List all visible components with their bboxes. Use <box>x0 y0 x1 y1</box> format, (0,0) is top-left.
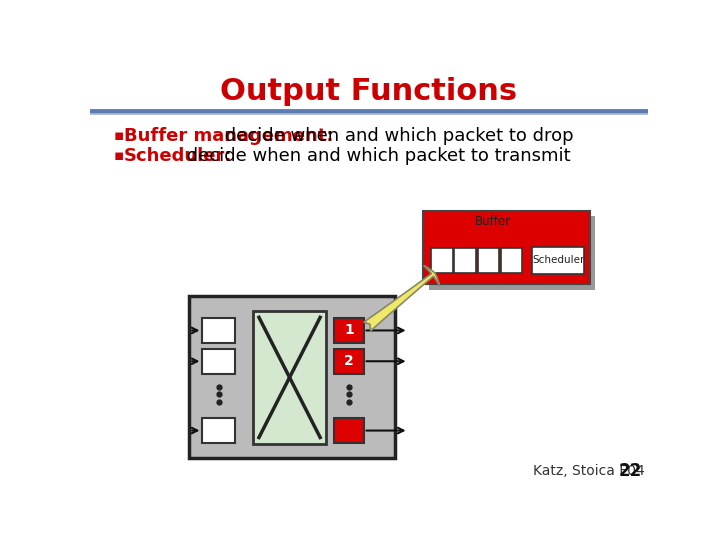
Bar <box>334 418 364 443</box>
Text: Output Functions: Output Functions <box>220 77 518 106</box>
Bar <box>477 248 499 273</box>
Bar <box>532 247 585 274</box>
Text: Scheduler: Scheduler <box>532 255 585 265</box>
Bar <box>253 311 326 444</box>
Bar <box>500 248 523 273</box>
Text: Buffer: Buffer <box>475 215 511 228</box>
Text: decide when and which packet to drop: decide when and which packet to drop <box>219 127 573 145</box>
Bar <box>189 296 395 457</box>
Bar <box>454 248 476 273</box>
Bar <box>202 318 235 343</box>
Text: 1: 1 <box>344 323 354 338</box>
Text: 2: 2 <box>344 354 354 368</box>
Text: Scheduler:: Scheduler: <box>124 147 233 165</box>
Bar <box>334 349 364 374</box>
Text: decide when and which packet to transmit: decide when and which packet to transmit <box>181 147 571 165</box>
Bar <box>428 217 595 289</box>
Text: ▪: ▪ <box>113 148 124 163</box>
Bar <box>202 418 235 443</box>
Bar <box>202 349 235 374</box>
Bar <box>431 248 453 273</box>
Bar <box>423 211 590 284</box>
Text: 22: 22 <box>618 462 642 481</box>
Bar <box>334 318 364 343</box>
Text: ▪: ▪ <box>113 128 124 143</box>
Text: Buffer management:: Buffer management: <box>124 127 333 145</box>
Text: Katz, Stoica F04: Katz, Stoica F04 <box>534 464 645 478</box>
